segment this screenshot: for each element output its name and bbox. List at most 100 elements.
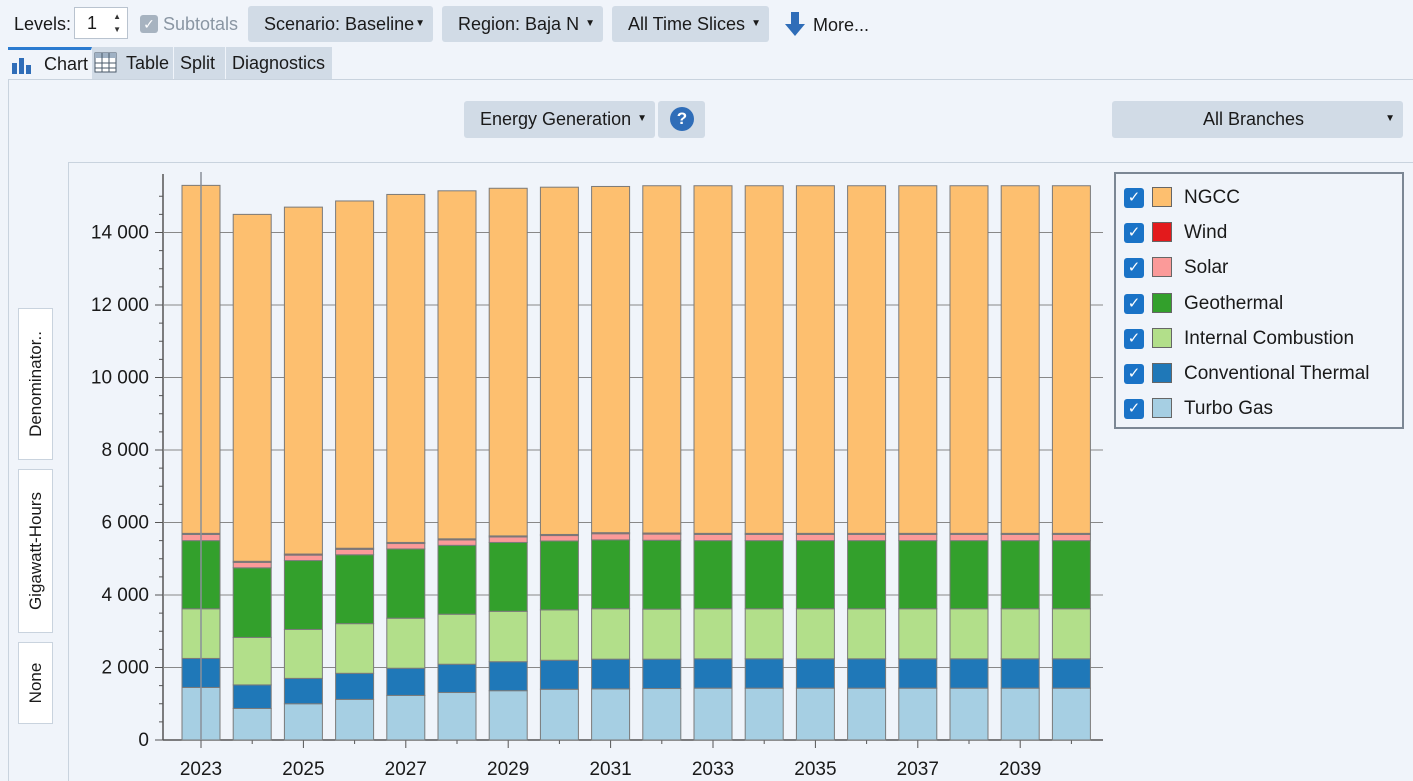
more-button[interactable]: More... <box>782 10 874 40</box>
bar-segment-geothermal <box>949 540 989 610</box>
bar-segment-internal-combustion <box>1000 608 1040 660</box>
chart-panel <box>8 79 1413 781</box>
bar-chart-icon <box>12 58 31 74</box>
bar-segment-turbo-gas <box>232 707 272 741</box>
bar-segment-turbo-gas <box>335 698 375 741</box>
bar-segment-turbo-gas <box>847 687 887 741</box>
bar-segment-geothermal <box>642 539 682 610</box>
legend-label: Conventional Thermal <box>1184 363 1370 384</box>
bar-segment-conventional-thermal <box>488 661 528 692</box>
bar-segment-internal-combustion <box>898 608 938 660</box>
x-tick-label: 2025 <box>282 759 324 780</box>
bar-segment-ngcc <box>232 213 272 562</box>
legend-checkbox[interactable]: ✓ <box>1124 188 1144 208</box>
denominator-button[interactable]: Denominator.. <box>18 308 53 460</box>
bar-segment-ngcc <box>642 185 682 534</box>
chevron-down-icon: ▼ <box>751 18 761 29</box>
bar-segment-conventional-thermal <box>847 658 887 689</box>
bar-segment-conventional-thermal <box>283 677 323 705</box>
legend-swatch <box>1152 222 1172 243</box>
bar-segment-turbo-gas <box>437 692 477 741</box>
subtotals-checkbox[interactable]: ✓ <box>140 15 158 33</box>
bar-segment-conventional-thermal <box>744 658 784 689</box>
legend-checkbox[interactable]: ✓ <box>1124 223 1144 244</box>
bar-segment-turbo-gas <box>386 694 426 741</box>
subtotals-label: Subtotals <box>163 14 239 34</box>
branches-dropdown-label: All Branches <box>1203 109 1305 129</box>
bar-segment-internal-combustion <box>591 608 631 660</box>
tab-diagnostics-label: Diagnostics <box>232 53 326 73</box>
y-tick-label: 12 000 <box>91 295 149 316</box>
legend-swatch <box>1152 363 1172 383</box>
bar-segment-solar <box>437 539 477 546</box>
bar-segment-internal-combustion <box>744 608 784 660</box>
bar-segment-turbo-gas <box>539 688 579 741</box>
bar-segment-turbo-gas <box>1000 687 1040 741</box>
bar-segment-turbo-gas <box>795 687 835 741</box>
branches-dropdown[interactable]: All Branches ▼ <box>1112 101 1403 138</box>
legend-label: Geothermal <box>1184 292 1284 314</box>
legend-checkbox[interactable]: ✓ <box>1124 293 1144 314</box>
none-button[interactable]: None <box>18 642 53 724</box>
tab-diagnostics[interactable]: Diagnostics <box>226 47 333 80</box>
bar-segment-geothermal <box>1051 540 1091 610</box>
bar-segment-turbo-gas <box>898 687 938 741</box>
scenario-dropdown-label: Scenario: Baseline <box>264 14 415 34</box>
tab-table-label: Table <box>126 53 170 73</box>
bar-segment-geothermal <box>335 554 375 625</box>
bar-segment-turbo-gas <box>642 688 682 741</box>
bar-segment-geothermal <box>539 540 579 611</box>
legend-checkbox[interactable]: ✓ <box>1124 328 1144 349</box>
variable-dropdown[interactable]: Energy Generation ▼ <box>464 101 655 138</box>
bar-segment-ngcc <box>795 185 835 534</box>
bar-segment-turbo-gas <box>591 688 631 741</box>
y-tick-label: 4 000 <box>101 585 149 606</box>
bar-segment-ngcc <box>949 185 989 534</box>
help-button[interactable]: ? <box>658 101 705 138</box>
bar-segment-ngcc <box>847 185 887 534</box>
time-slices-dropdown[interactable]: All Time Slices ▼ <box>612 6 769 42</box>
scenario-dropdown[interactable]: Scenario: Baseline ▼ <box>248 6 433 42</box>
bar-segment-geothermal <box>847 540 887 610</box>
legend-label: Turbo Gas <box>1184 398 1274 420</box>
spinner-down-icon[interactable]: ▼ <box>113 25 121 34</box>
units-button[interactable]: Gigawatt-Hours <box>18 469 53 633</box>
tab-table[interactable]: Table <box>92 47 174 80</box>
bar-segment-turbo-gas <box>693 687 733 741</box>
legend-label: Internal Combustion <box>1184 327 1355 349</box>
bar-segment-internal-combustion <box>539 609 579 661</box>
spinner-up-icon[interactable]: ▲ <box>113 12 121 21</box>
tab-chart[interactable]: Chart <box>8 47 92 80</box>
region-dropdown[interactable]: Region: Baja N ▼ <box>442 6 603 42</box>
levels-spinner[interactable]: 1 ▲ ▼ <box>74 7 128 39</box>
legend-checkbox[interactable]: ✓ <box>1124 399 1144 420</box>
bar-segment-ngcc <box>437 190 477 540</box>
tab-split[interactable]: Split <box>174 47 226 80</box>
bar-segment-conventional-thermal <box>898 658 938 689</box>
bar-segment-geothermal <box>591 539 631 610</box>
legend-checkbox[interactable]: ✓ <box>1124 364 1144 384</box>
bar-segment-geothermal <box>744 540 784 610</box>
bar-segment-ngcc <box>488 187 528 537</box>
bar-segment-conventional-thermal <box>693 658 733 689</box>
bar-segment-geothermal <box>232 567 272 638</box>
bar-segment-solar <box>488 536 528 543</box>
x-tick-label: 2031 <box>589 759 631 780</box>
bar-segment-solar <box>386 543 426 550</box>
legend-checkbox[interactable]: ✓ <box>1124 258 1144 279</box>
bar-segment-solar <box>539 535 579 542</box>
legend-label: Wind <box>1184 222 1228 244</box>
bar-segment-internal-combustion <box>795 608 835 660</box>
bar-segment-geothermal <box>283 560 323 630</box>
x-tick-label: 2037 <box>897 759 939 780</box>
more-label: More... <box>813 15 870 35</box>
bar-segment-conventional-thermal <box>591 658 631 690</box>
levels-value: 1 <box>87 13 98 33</box>
bar-segment-solar <box>693 533 733 542</box>
chevron-down-icon: ▼ <box>1385 113 1395 124</box>
time-slices-label: All Time Slices <box>628 14 746 34</box>
chevron-down-icon: ▼ <box>415 18 425 29</box>
y-tick-label: 10 000 <box>91 368 149 389</box>
bar-segment-internal-combustion <box>847 608 887 660</box>
chevron-down-icon: ▼ <box>637 113 647 124</box>
